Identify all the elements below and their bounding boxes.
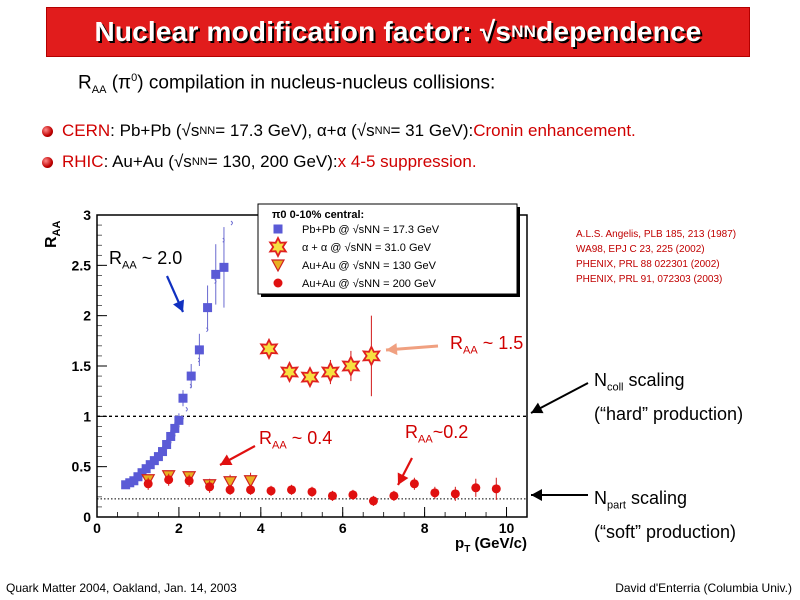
- bullet-rhic: RHIC: Au+Au (√s NN = 130, 200 GeV): x 4-5…: [42, 152, 477, 172]
- data-point: [430, 488, 440, 498]
- data-point: [143, 479, 153, 489]
- data-point: [178, 393, 188, 403]
- y-tick-label: 2.5: [72, 257, 92, 273]
- data-point: [287, 485, 297, 495]
- data-point: [259, 337, 279, 360]
- annotation-raa-0-4: RAA ~ 0.4: [259, 428, 333, 452]
- npart-arrow-head: [531, 489, 542, 501]
- data-point: [361, 344, 381, 367]
- y-tick-label: 0.5: [72, 459, 92, 475]
- footer-right: David d'Enterria (Columbia Univ.): [615, 581, 792, 595]
- reference-item: PHENIX, PRL 88 022301 (2002): [576, 259, 720, 270]
- data-point: [307, 487, 317, 497]
- data-point: [186, 371, 196, 381]
- data-point: [491, 484, 501, 494]
- bullet-dot-icon: [42, 156, 53, 168]
- data-point: [341, 354, 361, 378]
- raa2-arrow-head: [173, 299, 185, 312]
- raa04-arrow-head: [220, 454, 233, 466]
- legend-marker: [273, 278, 283, 288]
- data-point: [471, 483, 481, 493]
- y-tick-label: 2: [83, 308, 91, 324]
- bullet-cern: CERN: Pb+Pb (√s NN = 17.3 GeV), α+α (√s NN…: [42, 121, 636, 141]
- legend-entry: Au+Au @ √sNN = 130 GeV: [302, 260, 437, 272]
- data-point: [164, 475, 174, 485]
- data-point: [266, 486, 276, 496]
- reference-item: A.L.S. Angelis, PLB 185, 213 (1987): [576, 229, 737, 240]
- reference-item: PHENIX, PRL 91, 072303 (2003): [576, 274, 723, 285]
- data-point: [174, 415, 184, 425]
- data-point: [170, 423, 180, 433]
- data-point: [320, 360, 340, 384]
- slide-subtitle: RAA (π0) compilation in nucleus-nucleus …: [78, 72, 496, 97]
- legend-entry: Au+Au @ √sNN = 200 GeV: [302, 278, 437, 290]
- data-point: [348, 490, 358, 500]
- references: A.L.S. Angelis, PLB 185, 213 (1987) WA98…: [576, 227, 736, 287]
- data-point: [368, 496, 378, 506]
- y-tick-label: 0: [83, 509, 91, 525]
- data-point: [158, 447, 168, 457]
- legend-entry: Pb+Pb @ √sNN = 17.3 GeV: [302, 224, 440, 236]
- slide-title: Nuclear modification factor: √s NN depend…: [94, 16, 702, 47]
- annotation-raa-1-5: RAA ~ 1.5: [450, 333, 524, 357]
- y-tick-label: 1: [83, 408, 91, 424]
- footer-left: Quark Matter 2004, Oakland, Jan. 14, 200…: [6, 581, 237, 595]
- data-point: [243, 475, 258, 489]
- data-point: [450, 489, 460, 499]
- annotation-raa-2: RAA ~ 2.0: [109, 248, 183, 272]
- legend-entry: α + α @ √sNN = 31.0 GeV: [302, 242, 432, 254]
- data-point: [184, 476, 194, 486]
- legend-box: [257, 203, 518, 295]
- data-point: [327, 491, 337, 501]
- annotation-ncoll: Ncoll scaling (“hard” production): [594, 370, 744, 424]
- reference-item: WA98, EPJ C 23, 225 (2002): [576, 244, 705, 255]
- systematic-bracket: [185, 406, 188, 412]
- data-point: [162, 440, 172, 450]
- legend-marker: [273, 224, 283, 234]
- data-point: [194, 345, 204, 355]
- y-tick-label: 3: [83, 207, 91, 223]
- ncoll-arrow-head: [531, 402, 544, 414]
- data-point: [211, 269, 221, 279]
- data-point: [203, 303, 213, 313]
- title-bar: Nuclear modification factor: √s NN depend…: [46, 7, 750, 57]
- x-axis-label: pT (GeV/c): [455, 535, 527, 555]
- data-point: [205, 482, 215, 492]
- bullet-dot-icon: [42, 125, 53, 137]
- annotation-npart: Npart scaling (“soft” production): [594, 488, 737, 542]
- raa02-arrow-head: [397, 472, 409, 485]
- data-point: [300, 366, 320, 389]
- data-point: [225, 485, 235, 495]
- data-point: [223, 476, 238, 490]
- legend-marker: [270, 259, 286, 273]
- legend-marker: [268, 235, 288, 259]
- legend-title: π0 0-10% central:: [272, 209, 364, 221]
- systematic-bracket: [230, 220, 233, 226]
- data-point: [246, 485, 256, 495]
- y-axis-label: RAA: [43, 220, 63, 248]
- x-tick-label: 0: [93, 520, 101, 536]
- y-tick-label: 1.5: [72, 358, 92, 374]
- raa15-arrow-head: [386, 343, 398, 356]
- data-point: [409, 479, 419, 489]
- data-point: [279, 360, 300, 384]
- data-point: [166, 431, 176, 441]
- annotation-raa-0-2: RAA~0.2: [405, 422, 469, 446]
- x-tick-label: 4: [257, 520, 265, 536]
- x-tick-label: 8: [421, 520, 429, 536]
- x-tick-label: 6: [339, 520, 347, 536]
- data-point: [389, 491, 399, 501]
- x-tick-label: 10: [499, 520, 515, 536]
- x-tick-label: 2: [175, 520, 183, 536]
- data-point: [153, 452, 163, 462]
- data-point: [219, 262, 229, 272]
